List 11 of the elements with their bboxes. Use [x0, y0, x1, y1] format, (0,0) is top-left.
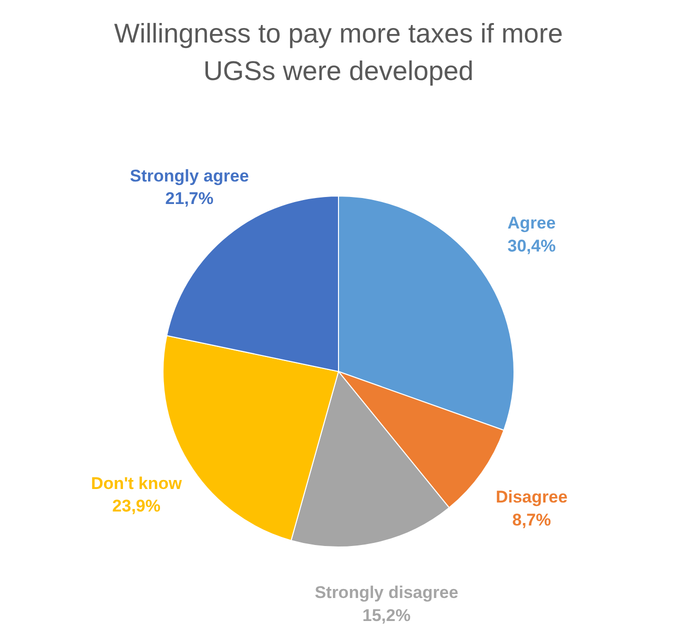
data-label: 23,9% [112, 496, 161, 516]
slice-label: Agree [508, 214, 556, 233]
data-label: 30,4% [508, 236, 556, 256]
slice-label: Strongly disagree [314, 583, 458, 602]
data-label: 21,7% [165, 189, 214, 208]
slice-label: Strongly agree [130, 166, 249, 186]
chart-title: Willingness to pay more taxes if more UGSs were developed [114, 18, 563, 86]
slice-label: Don't know [90, 474, 183, 493]
data-label: 8,7% [512, 510, 551, 530]
slice-label: Disagree [496, 488, 568, 507]
data-label: 15,2% [362, 606, 411, 625]
